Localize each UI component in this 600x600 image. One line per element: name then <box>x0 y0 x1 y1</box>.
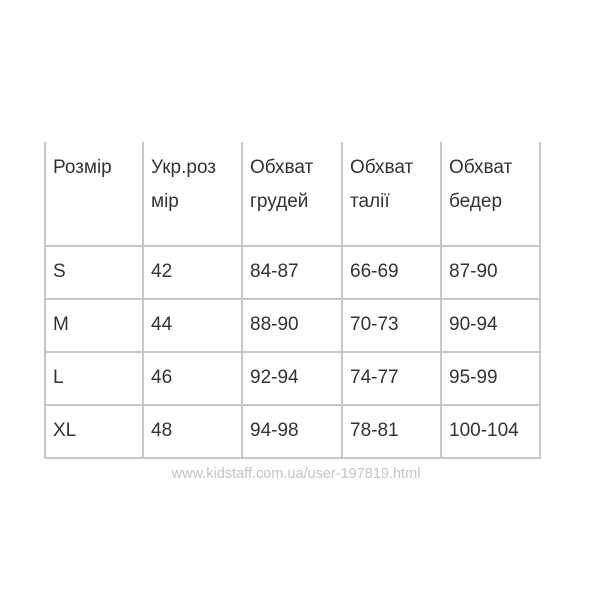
table-cell: 92-94 <box>250 367 299 388</box>
header-cell: Обхват <box>350 157 414 178</box>
table-cell: 70-73 <box>350 314 399 335</box>
header-cell: Укр.роз <box>151 157 217 178</box>
column-divider <box>341 142 343 458</box>
row-divider <box>44 351 541 353</box>
table-cell: L <box>53 367 64 388</box>
table-cell: M <box>53 314 69 335</box>
table-cell: 78-81 <box>350 420 399 441</box>
watermark: www.kidstaff.com.ua/user-197819.html <box>171 466 421 482</box>
column-divider <box>440 142 442 458</box>
table-cell: 95-99 <box>449 367 498 388</box>
table-cell: 88-90 <box>250 314 299 335</box>
table-cell: 84-87 <box>250 261 299 282</box>
table-cell: 74-77 <box>350 367 399 388</box>
table-cell: 87-90 <box>449 261 498 282</box>
row-divider <box>44 457 541 459</box>
table-cell: 100-104 <box>449 420 519 441</box>
column-divider <box>44 142 46 458</box>
table-cell: S <box>53 261 66 282</box>
table-cell: 48 <box>151 420 173 441</box>
table-cell: 44 <box>151 314 173 335</box>
header-cell: бедер <box>449 191 503 212</box>
table-cell: 90-94 <box>449 314 498 335</box>
row-divider <box>44 245 541 247</box>
row-divider <box>44 404 541 406</box>
table-cell: 42 <box>151 261 173 282</box>
table-cell: 46 <box>151 367 173 388</box>
header-cell: Обхват <box>449 157 513 178</box>
header-cell: грудей <box>250 191 309 212</box>
column-divider <box>241 142 243 458</box>
header-cell: Розмір <box>53 157 112 178</box>
table-cell: 66-69 <box>350 261 399 282</box>
column-divider <box>539 142 541 458</box>
table-cell: 94-98 <box>250 420 299 441</box>
row-divider <box>44 298 541 300</box>
header-cell: мір <box>151 191 179 212</box>
header-cell: талії <box>350 191 390 212</box>
column-divider <box>142 142 144 458</box>
header-cell: Обхват <box>250 157 314 178</box>
table-cell: XL <box>53 420 77 441</box>
